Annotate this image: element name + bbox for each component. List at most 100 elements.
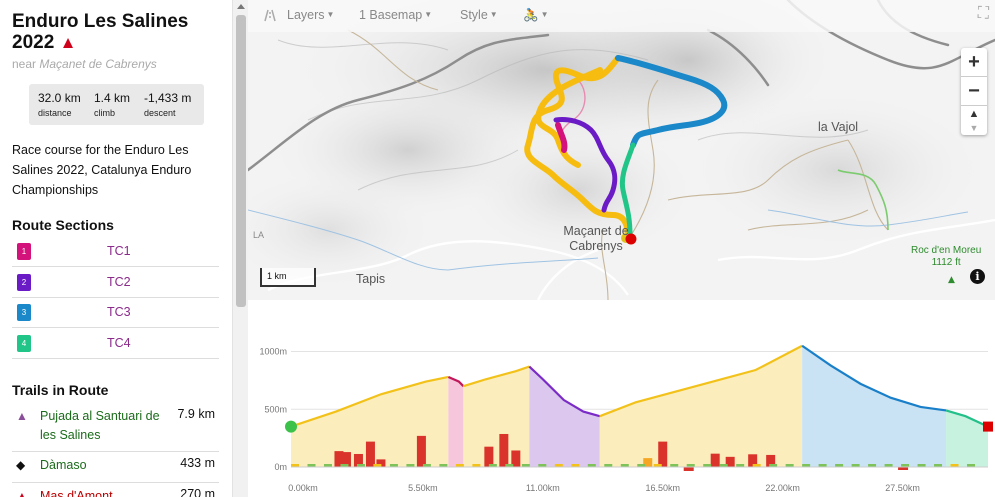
- x-tick-label: 22.00km: [765, 483, 800, 493]
- bike-filter-menu[interactable]: 🚴 ▼: [523, 8, 549, 23]
- grade-bar: [416, 435, 426, 467]
- layers-menu[interactable]: Layers ▼: [287, 8, 335, 22]
- elevation-area-tc2: [529, 366, 600, 467]
- grade-bar: [376, 459, 386, 467]
- grade-strip: [538, 464, 547, 467]
- grade-bar: [334, 451, 344, 467]
- elevation-line-tc1: [447, 375, 465, 387]
- near-place: Maçanet de Cabrenys: [39, 57, 157, 71]
- elevation-line-climb1: [290, 375, 449, 428]
- chevron-down-icon: ▼: [489, 10, 498, 19]
- route-stats: 32.0 km distance 1.4 km climb -1,433 m d…: [29, 84, 204, 125]
- compass-icon[interactable]: ▲ ▼: [968, 108, 980, 133]
- grade-strip: [934, 464, 943, 467]
- scroll-up-icon[interactable]: [237, 4, 245, 9]
- grade-strip: [818, 464, 827, 467]
- y-tick-label: 1000m: [259, 347, 287, 357]
- route-icon[interactable]: [262, 7, 278, 23]
- grade-bar-negative: [898, 467, 909, 470]
- grade-strip: [571, 464, 580, 467]
- grade-strip: [521, 464, 530, 467]
- grade-strip: [785, 464, 794, 467]
- trail-row[interactable]: ▲ Pujada al Santuari de les Salines 7.9 …: [12, 404, 219, 452]
- section-row[interactable]: 1 TC1: [12, 237, 219, 267]
- near-prefix: near: [12, 57, 37, 71]
- route-title: Enduro Les Salines 2022 ▲: [12, 11, 222, 53]
- trail-name[interactable]: Mas d'Amont: [40, 489, 113, 497]
- map-view[interactable]: ▲ Layers ▼ 1 Basemap ▼ Style ▼ 🚴 ▼ ⛶ + − ▲ ▼ …: [248, 0, 995, 300]
- peak-label: Roc d'en Moreu 1112 ft: [911, 245, 982, 268]
- grade-strip: [769, 464, 778, 467]
- route-sections-heading: Route Sections: [12, 217, 114, 233]
- scrollbar-thumb[interactable]: [236, 15, 246, 307]
- style-menu[interactable]: Style ▼: [460, 8, 498, 22]
- near-location: near Maçanet de Cabrenys: [12, 57, 157, 71]
- x-tick-label: 27.50km: [885, 483, 920, 493]
- section-row[interactable]: 4 TC4: [12, 329, 219, 359]
- place-label-tapis: Tapis: [356, 272, 386, 286]
- grade-strip: [752, 464, 761, 467]
- grade-bar: [511, 450, 521, 467]
- trail-name[interactable]: Pujada al Santuari de les Salines: [40, 409, 160, 442]
- zoom-out-button[interactable]: −: [961, 77, 987, 106]
- trail-row[interactable]: ▲ Mas d'Amont 270 m: [12, 484, 219, 497]
- section-name[interactable]: TC2: [107, 275, 131, 289]
- section-badge: 2: [17, 274, 31, 291]
- chevron-down-icon: ▼: [424, 10, 433, 19]
- info-icon[interactable]: i: [970, 269, 985, 284]
- map-terrain[interactable]: ▲: [248, 0, 995, 300]
- section-row[interactable]: 3 TC3: [12, 298, 219, 328]
- grade-strip: [703, 464, 712, 467]
- grade-strip: [472, 464, 481, 467]
- trail-name[interactable]: Dàmaso: [40, 458, 87, 472]
- grade-strip: [670, 464, 679, 467]
- section-row[interactable]: 2 TC2: [12, 268, 219, 298]
- route-end-marker: [625, 233, 637, 245]
- grade-bar: [353, 453, 363, 467]
- zoom-in-button[interactable]: +: [961, 48, 987, 77]
- grade-strip: [620, 464, 629, 467]
- grade-strip: [356, 464, 365, 467]
- grade-bar: [484, 446, 494, 467]
- svg-text:▲: ▲: [948, 275, 955, 285]
- grade-strip: [307, 464, 316, 467]
- sidebar-scrollbar[interactable]: [232, 0, 248, 497]
- black-diamond-icon: ◆: [16, 458, 26, 472]
- basemap-menu[interactable]: 1 Basemap ▼: [359, 8, 433, 22]
- section-badge: 3: [17, 304, 31, 321]
- elevation-area-tc3: [802, 345, 947, 467]
- elevation-line-tc3: [801, 344, 947, 412]
- x-tick-label: 0.00km: [288, 483, 318, 493]
- grade-strip: [340, 464, 349, 467]
- place-label-vajol: la Vajol: [818, 120, 859, 134]
- stat-descent: -1,433 m descent: [144, 91, 192, 118]
- section-name[interactable]: TC3: [107, 305, 131, 319]
- grade-bar: [341, 452, 351, 467]
- grade-bar: [643, 458, 653, 467]
- grade-strip: [802, 464, 811, 467]
- x-tick-label: 16.50km: [645, 483, 680, 493]
- trail-row[interactable]: ◆ Dàmaso 433 m: [12, 453, 219, 483]
- sidebar: Enduro Les Salines 2022 ▲ near Maçanet d…: [0, 0, 232, 497]
- grade-strip: [587, 464, 596, 467]
- elevation-chart[interactable]: 0m 500m 1000m 0.00km 5.50km 11.00km 16.50km 22.…: [248, 300, 995, 497]
- fullscreen-icon[interactable]: ⛶: [977, 5, 989, 22]
- elevation-profile[interactable]: 0m 500m 1000m 0.00km 5.50km 11.00km 16.50km 22.…: [248, 300, 995, 497]
- elevation-area-tc1: [448, 376, 464, 467]
- section-name[interactable]: TC4: [107, 336, 131, 350]
- section-name[interactable]: TC1: [107, 244, 131, 258]
- place-label-la: LA: [253, 230, 265, 240]
- elevation-area-climb2: [463, 366, 530, 467]
- elevation-area-tc4: [946, 410, 988, 467]
- grade-strip: [637, 464, 646, 467]
- x-tick-label: 11.00km: [526, 483, 560, 493]
- grade-strip: [884, 464, 893, 467]
- trails-heading: Trails in Route: [12, 382, 109, 398]
- route-climb-segment: [524, 55, 631, 243]
- grade-strip: [373, 464, 382, 467]
- map-toolbar: Layers ▼ 1 Basemap ▼ Style ▼ 🚴 ▼: [248, 0, 995, 32]
- route-tc1-segment: [555, 122, 568, 153]
- grade-strip: [719, 464, 728, 467]
- grade-strip: [868, 464, 877, 467]
- grade-strip: [406, 464, 415, 467]
